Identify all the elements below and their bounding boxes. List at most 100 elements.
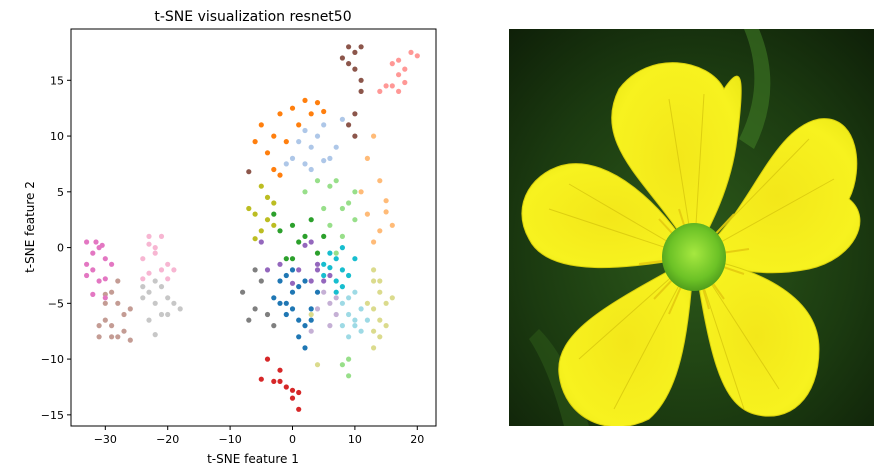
scatter-point-cluster-0 [296,317,302,323]
flower-photo [509,29,874,426]
scatter-point-cluster-0 [296,334,302,340]
scatter-point-cluster-11 [121,311,127,318]
scatter-point-cluster-7 [389,61,395,67]
scatter-point-cluster-17 [371,345,377,351]
scatter-point-cluster-19 [358,328,364,334]
scatter-point-cluster-1 [302,127,308,134]
scatter-point-cluster-10 [346,44,352,50]
scatter-point-cluster-10 [352,49,358,56]
scatter-point-cluster-8 [308,239,314,245]
scatter-point-cluster-5 [321,205,327,212]
scatter-point-cluster-11 [96,334,102,340]
scatter-point-cluster-16 [258,228,264,234]
scatter-point-cluster-3 [383,209,389,215]
scatter-point-cluster-12 [84,239,90,245]
x-tick-label: −30 [94,433,117,446]
scatter-point-cluster-2 [302,97,308,103]
scatter-point-cluster-10 [358,44,364,50]
scatter-point-cluster-12 [102,256,108,262]
scatter-point-cluster-11 [109,323,115,329]
scatter-point-cluster-17 [389,295,395,301]
scatter-point-cluster-1 [333,144,339,150]
scatter-point-cluster-12 [102,276,108,282]
scatter-point-cluster-3 [371,133,377,139]
scatter-point-cluster-13 [146,241,152,247]
scatter-point-cluster-2 [264,150,271,156]
scatter-point-cluster-8 [327,272,333,279]
scatter-point-cluster-6 [277,378,283,384]
scatter-point-cluster-13 [165,261,171,267]
scatter-point-cluster-6 [271,378,277,384]
x-tick-label: −20 [156,433,179,446]
scatter-point-cluster-1 [289,155,296,161]
scatter-point-cluster-17 [371,278,377,284]
scatter-point-cluster-16 [252,211,258,217]
scatter-point-cluster-7 [396,72,402,78]
scatter-point-cluster-7 [408,49,414,56]
scatter-point-cluster-9 [333,295,339,301]
scatter-point-cluster-17 [364,300,370,306]
scatter-point-cluster-0 [308,317,314,323]
scatter-point-cluster-8 [264,267,271,273]
scatter-point-cluster-2 [277,172,283,178]
scatter-point-cluster-13 [140,276,146,282]
x-tick-label: 0 [289,433,296,446]
scatter-point-cluster-9 [327,300,333,306]
scatter-point-cluster-16 [246,205,252,212]
scatter-point-cluster-15 [158,311,165,318]
scatter-point-cluster-15 [165,311,171,318]
scatter-point-cluster-15 [171,300,177,306]
scatter-point-cluster-14 [252,306,258,312]
scatter-point-cluster-1 [296,139,302,145]
scatter-point-cluster-5 [327,222,333,228]
scatter-point-cluster-0 [277,300,283,306]
scatter-point-cluster-7 [402,79,408,86]
scatter-point-cluster-13 [152,250,158,256]
scatter-point-cluster-6 [264,356,271,362]
axis-ticks: −30 −20 −10 0 10 20 −15 −10 −5 0 5 10 15 [41,74,425,446]
scatter-point-cluster-18 [333,289,339,295]
scatter-point-cluster-3 [364,211,370,217]
petal-veins [548,93,835,410]
scatter-point-cluster-11 [109,289,115,295]
scatter-point-cluster-8 [314,261,321,267]
flower-center [662,223,726,291]
scatter-point-cluster-11 [109,334,115,340]
scatter-point-cluster-19 [346,295,352,301]
scatter-point-cluster-19 [364,317,370,323]
scatter-point-cluster-6 [296,389,302,396]
scatter-point-cluster-10 [346,61,352,67]
scatter-point-cluster-4 [296,239,302,245]
scatter-point-cluster-9 [327,323,333,329]
scatter-point-cluster-15 [140,284,146,290]
scatter-point-cluster-12 [102,295,108,301]
scatter-point-cluster-15 [152,332,158,338]
scatter-point-cluster-5 [314,178,321,184]
flower-petals [521,62,861,426]
scatter-point-cluster-8 [308,278,314,284]
scatter-point-cluster-6 [296,406,302,412]
scatter-point-cluster-7 [396,57,402,63]
scatter-point-cluster-13 [146,233,152,239]
scatter-point-cluster-4 [289,222,296,228]
scatter-point-cluster-0 [289,306,296,312]
scatter-point-cluster-19 [352,289,358,295]
scatter-point-cluster-8 [321,278,327,284]
scatter-point-cluster-11 [115,334,121,340]
scatter-point-cluster-5 [333,250,339,256]
scatter-point-cluster-0 [302,278,308,284]
scatter-point-cluster-6 [277,367,283,373]
scatter-point-cluster-8 [289,280,296,286]
scatter-point-cluster-17 [377,317,383,323]
scatter-point-cluster-5 [339,205,345,212]
scatter-point-cluster-12 [99,242,105,248]
scatter-point-cluster-17 [371,306,377,312]
scatter-point-cluster-19 [358,306,364,312]
scatter-point-cluster-5 [327,183,333,189]
scatter-point-cluster-11 [102,300,108,306]
scatter-point-cluster-4 [308,217,314,223]
y-axis-label: t-SNE feature 2 [23,181,37,273]
scatter-point-cluster-1 [283,161,289,167]
scatter-point-cluster-11 [115,278,121,284]
